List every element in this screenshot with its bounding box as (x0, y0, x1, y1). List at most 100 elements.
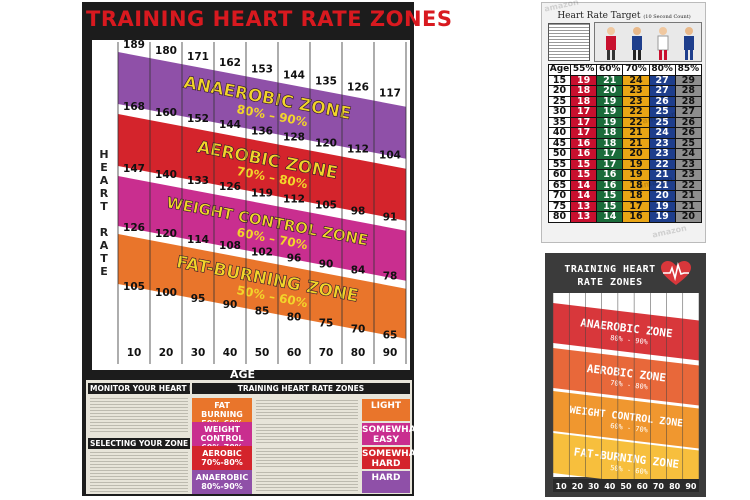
heart-rate-value: 112 (347, 144, 369, 156)
poster-b-exercise-figures (594, 22, 702, 62)
heart-rate-value: 152 (187, 113, 209, 125)
heart-rate-value: 114 (187, 234, 209, 246)
zone-row-title: WEIGHT CONTROL (200, 425, 244, 443)
heart-rate-value: 119 (251, 187, 273, 199)
target-cell: 21 (674, 190, 703, 202)
figure-man-blue-icon (632, 27, 642, 60)
heart-rate-letter: T (100, 200, 108, 213)
heart-rate-value: 144 (283, 69, 305, 81)
age-cell: 25 (548, 95, 571, 107)
target-cell: 27 (648, 74, 676, 86)
table-header-cell: 60% (596, 64, 624, 76)
age-cell: 65 (548, 179, 571, 191)
heart-rate-value: 78 (383, 271, 398, 283)
target-cell: 24 (648, 127, 676, 139)
heart-rate-value: 90 (319, 258, 334, 270)
table-row: 25 18 19 23 26 28 (548, 95, 703, 107)
target-cell: 17 (569, 106, 598, 118)
target-cell: 14 (569, 190, 598, 202)
heart-rate-value: 126 (123, 222, 145, 234)
target-cell: 18 (622, 190, 650, 202)
zone-band (553, 391, 699, 449)
zone-row-range: 70%-80% (201, 458, 243, 467)
heart-rate-value: 144 (219, 119, 241, 131)
age-tick-label: 40 (604, 482, 616, 491)
target-cell: 23 (622, 95, 650, 107)
zone-row-intensity: LIGHT (362, 399, 410, 421)
target-cell: 23 (648, 148, 676, 160)
heart-rate-value: 136 (251, 125, 273, 137)
zone-row-name: FAT BURNING50%-60% (192, 398, 252, 428)
zone-band (118, 114, 406, 221)
heart-rate-letter: R (99, 187, 109, 200)
target-cell: 24 (622, 74, 650, 86)
poster-b-title-note: (10 Second Count) (643, 14, 691, 20)
heart-rate-value: 108 (219, 240, 241, 252)
age-cell: 70 (548, 190, 571, 202)
figure-woman-red-icon (606, 27, 616, 60)
zone-row-title: AEROBIC (202, 449, 242, 458)
target-cell: 19 (596, 116, 624, 128)
heart-rate-value: 96 (287, 252, 302, 264)
target-cell: 26 (674, 127, 703, 139)
age-tick-label: 10 (556, 482, 568, 491)
poster-training-heart-rate-zones-dark[interactable]: ANAEROBIC ZONE 80% - 90% AEROBIC ZONE 70% -… (545, 253, 706, 497)
heart-rate-value: 120 (315, 137, 337, 149)
table-row: 75 13 15 17 19 21 (548, 200, 703, 212)
target-cell: 20 (648, 190, 676, 202)
zone-row-range: 80%-90% (201, 482, 243, 491)
target-cell: 21 (596, 74, 624, 86)
zone-row-title: FAT BURNING (201, 401, 243, 419)
target-cell: 28 (674, 85, 703, 97)
table-header-cell: 55% (569, 64, 598, 76)
heartbeat-icon (661, 261, 691, 285)
age-tick-label: 30 (191, 347, 206, 359)
target-cell: 19 (569, 74, 598, 86)
target-cell: 18 (569, 95, 598, 107)
target-cell: 21 (622, 137, 650, 149)
age-tick-label: 80 (351, 347, 366, 359)
zone-band (118, 234, 406, 339)
heart-rate-value: 189 (123, 40, 145, 51)
table-row: 40 17 18 21 24 26 (548, 127, 703, 139)
age-tick-label: 20 (572, 482, 584, 491)
table-row: 80 13 14 16 19 20 (548, 211, 703, 223)
target-cell: 16 (569, 137, 598, 149)
age-tick-label: 70 (653, 482, 665, 491)
age-tick-label: 40 (223, 347, 238, 359)
target-cell: 20 (622, 148, 650, 160)
heart-rate-letter: R (99, 226, 109, 239)
heart-rate-value: 120 (155, 228, 177, 240)
target-cell: 19 (622, 158, 650, 170)
age-cell: 45 (548, 137, 571, 149)
zone-row-description (256, 400, 358, 420)
table-row: 50 16 17 20 23 24 (548, 148, 703, 160)
target-cell: 17 (596, 158, 624, 170)
table-row: 65 14 16 18 21 22 (548, 179, 703, 191)
monitor-heart-rate-header: MONITOR YOUR HEART RATE (88, 383, 190, 394)
heart-rate-letter: H (99, 148, 109, 161)
age-tick-label: 90 (383, 347, 398, 359)
table-header-cell: Age (548, 64, 571, 76)
table-row: 30 17 19 22 25 27 (548, 106, 703, 118)
heart-rate-letter: T (100, 252, 108, 265)
poster-training-heart-rate-zones-large[interactable]: TRAINING HEART RATE ZONES ANAEROBIC ZONE… (82, 2, 452, 496)
heart-rate-value: 102 (251, 246, 273, 258)
age-tick-label: 20 (159, 347, 174, 359)
poster-c-title: TRAINING HEART RATE ZONES (551, 263, 669, 289)
poster-c-title-line2: RATE ZONES (577, 277, 643, 288)
age-tick-label: 90 (685, 482, 697, 491)
heart-rate-letter: A (99, 239, 109, 252)
zone-row-description (256, 448, 358, 468)
heart-rate-value: 90 (223, 299, 238, 311)
heart-rate-value: 168 (123, 101, 145, 113)
target-cell: 17 (569, 116, 598, 128)
age-cell: 60 (548, 169, 571, 181)
heart-rate-value: 160 (155, 107, 177, 119)
zone-band (553, 348, 699, 406)
poster-heart-rate-target[interactable]: Heart Rate Target (10 Second Count) Age 5… (541, 0, 706, 243)
target-cell: 23 (674, 169, 703, 181)
target-cell: 22 (674, 179, 703, 191)
table-row: 20 18 20 23 27 28 (548, 85, 703, 97)
